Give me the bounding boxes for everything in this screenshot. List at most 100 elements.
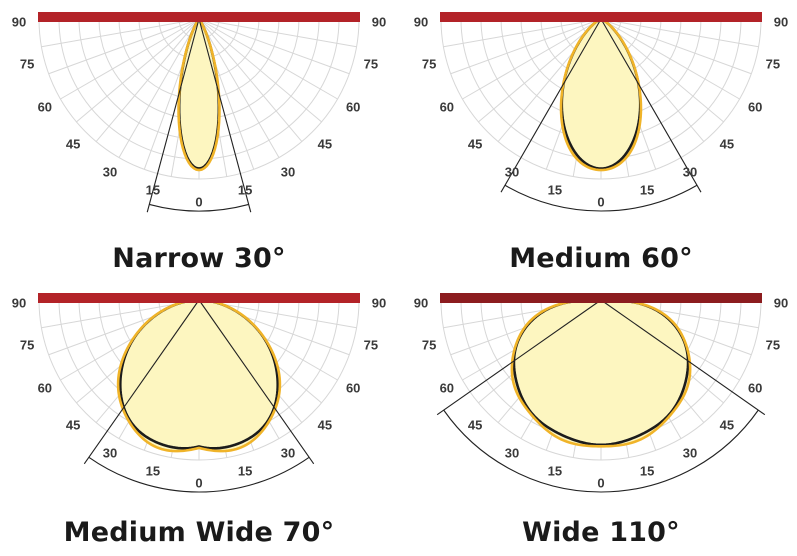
angle-label-45: 45 bbox=[720, 417, 734, 432]
angle-label-75: 75 bbox=[422, 338, 436, 353]
angle-label-60: 60 bbox=[748, 99, 762, 114]
grid-spoke bbox=[600, 18, 724, 123]
angle-label-75: 75 bbox=[364, 57, 378, 72]
angle-label-0: 0 bbox=[195, 194, 202, 209]
grid-spoke bbox=[198, 18, 303, 142]
angle-label-30: 30 bbox=[683, 165, 697, 180]
grid-spoke bbox=[198, 18, 357, 48]
grid-spoke bbox=[41, 18, 200, 48]
angle-label-30: 30 bbox=[505, 165, 519, 180]
beam-fill bbox=[118, 300, 280, 452]
grid-spoke bbox=[462, 18, 602, 100]
angle-label-90: 90 bbox=[372, 14, 386, 29]
grid-spoke bbox=[60, 18, 200, 100]
angle-label-15: 15 bbox=[146, 463, 160, 478]
grid-spoke bbox=[600, 18, 759, 48]
angle-label-30: 30 bbox=[103, 165, 117, 180]
panel-title-medium-wide: Medium Wide 70° bbox=[63, 517, 335, 548]
angle-label-90: 90 bbox=[12, 295, 26, 310]
angle-label-45: 45 bbox=[468, 136, 482, 151]
beam-angle-arc bbox=[504, 184, 698, 212]
grid-spoke bbox=[478, 18, 602, 123]
grid-spoke bbox=[600, 18, 752, 75]
angle-label-60: 60 bbox=[346, 99, 360, 114]
beam-angle-line bbox=[146, 18, 200, 213]
beam-angle-line bbox=[198, 18, 252, 213]
beam-outline-amber bbox=[116, 298, 282, 453]
angle-label-45: 45 bbox=[66, 417, 80, 432]
angle-label-75: 75 bbox=[364, 338, 378, 353]
angle-label-30: 30 bbox=[281, 165, 295, 180]
grid-spoke bbox=[198, 18, 280, 158]
angle-label-15: 15 bbox=[640, 182, 654, 197]
grid-spoke bbox=[198, 18, 322, 123]
panel-title-medium: Medium 60° bbox=[509, 243, 693, 274]
beam-outline-amber bbox=[559, 17, 643, 172]
beam-angle-line bbox=[600, 299, 766, 416]
grid-spoke bbox=[443, 18, 602, 48]
angle-label-30: 30 bbox=[281, 446, 295, 461]
angle-label-45: 45 bbox=[468, 417, 482, 432]
fixture-bar bbox=[440, 12, 762, 22]
beam-fill bbox=[561, 19, 641, 171]
beam-angle-line bbox=[83, 299, 200, 465]
fixture-bar bbox=[38, 12, 360, 22]
beam-angle-line bbox=[436, 299, 602, 416]
diagram-panel-narrow: 0 15 15 30 30 45 45 60 60 75 75 90 90 Narrow 30° bbox=[0, 0, 398, 275]
angle-label-90: 90 bbox=[372, 295, 386, 310]
angle-label-60: 60 bbox=[346, 380, 360, 395]
angle-label-0: 0 bbox=[597, 194, 604, 209]
fixture-bar bbox=[440, 293, 762, 303]
polar-diagram-medium: 0 15 15 30 30 45 45 60 60 75 75 90 90 bbox=[414, 12, 788, 212]
angle-label-15: 15 bbox=[238, 463, 252, 478]
angle-label-45: 45 bbox=[318, 136, 332, 151]
beam-angle-line bbox=[500, 18, 602, 193]
angle-label-75: 75 bbox=[20, 57, 34, 72]
angle-label-30: 30 bbox=[683, 446, 697, 461]
panel-title-narrow: Narrow 30° bbox=[112, 243, 286, 274]
polar-diagram-medium-wide: 0 15 15 30 30 45 45 60 60 75 75 90 90 bbox=[12, 293, 386, 493]
angle-label-60: 60 bbox=[38, 380, 52, 395]
angle-label-90: 90 bbox=[774, 14, 788, 29]
grid-spoke bbox=[48, 18, 200, 75]
grid-spoke bbox=[95, 18, 200, 142]
angle-label-45: 45 bbox=[720, 136, 734, 151]
beam-angle-arc bbox=[443, 409, 759, 493]
angle-label-60: 60 bbox=[440, 99, 454, 114]
diagram-panel-medium-wide: 0 15 15 30 30 45 45 60 60 75 75 90 90 Medium Wide 70… bbox=[0, 281, 398, 556]
beam-angle-line bbox=[600, 18, 702, 193]
grid-spoke bbox=[76, 18, 200, 123]
grid-spoke bbox=[118, 18, 200, 158]
angle-label-90: 90 bbox=[414, 295, 428, 310]
angle-label-90: 90 bbox=[774, 295, 788, 310]
angle-label-90: 90 bbox=[12, 14, 26, 29]
polar-diagram-narrow: 0 15 15 30 30 45 45 60 60 75 75 90 90 bbox=[12, 12, 386, 213]
angle-label-45: 45 bbox=[66, 136, 80, 151]
grid-spoke bbox=[198, 18, 350, 75]
beam-outline-amber bbox=[510, 298, 692, 448]
angle-label-0: 0 bbox=[195, 475, 202, 490]
angle-label-15: 15 bbox=[146, 182, 160, 197]
angle-label-75: 75 bbox=[766, 57, 780, 72]
beam-angle-arc bbox=[88, 456, 310, 493]
angle-label-60: 60 bbox=[440, 380, 454, 395]
angle-label-15: 15 bbox=[640, 463, 654, 478]
panel-title-wide: Wide 110° bbox=[522, 517, 680, 548]
angle-label-60: 60 bbox=[38, 99, 52, 114]
angle-label-45: 45 bbox=[318, 417, 332, 432]
polar-diagram-wide: 0 15 15 30 30 45 45 60 60 75 75 90 90 bbox=[414, 293, 788, 493]
angle-label-15: 15 bbox=[548, 463, 562, 478]
angle-label-90: 90 bbox=[414, 14, 428, 29]
grid-spoke bbox=[198, 18, 338, 100]
angle-label-75: 75 bbox=[20, 338, 34, 353]
angle-label-0: 0 bbox=[597, 475, 604, 490]
angle-label-60: 60 bbox=[748, 380, 762, 395]
angle-label-30: 30 bbox=[103, 446, 117, 461]
diagram-panel-medium: 0 15 15 30 30 45 45 60 60 75 75 90 90 Medium 60° bbox=[402, 0, 797, 275]
angle-label-30: 30 bbox=[505, 446, 519, 461]
angle-label-15: 15 bbox=[238, 182, 252, 197]
grid-spoke bbox=[450, 18, 602, 75]
beam-angle-arc bbox=[149, 203, 249, 212]
beam-angle-line bbox=[198, 299, 315, 465]
diagram-panel-wide: 0 15 15 30 30 45 45 60 60 75 75 90 90 Wide 110° bbox=[402, 281, 797, 556]
